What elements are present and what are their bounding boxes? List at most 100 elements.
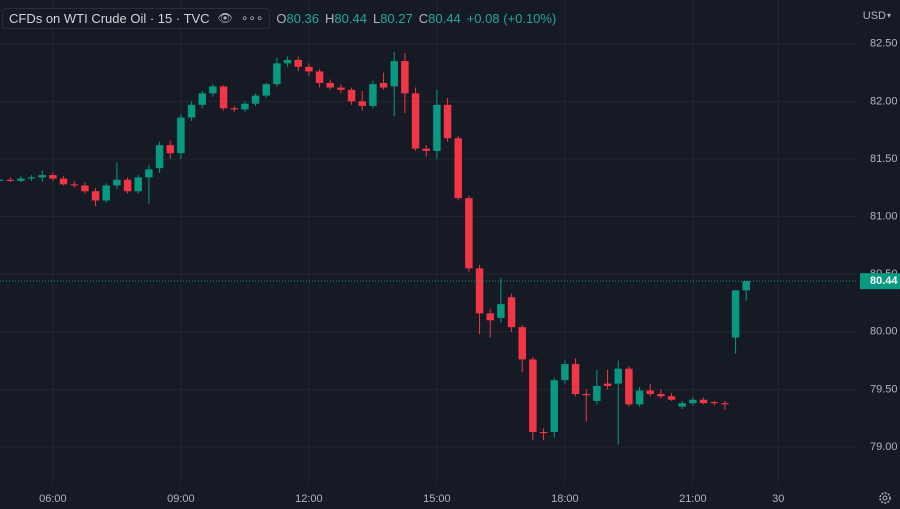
candle-body: [614, 368, 622, 384]
y-tick-label: 79.50: [870, 383, 898, 395]
x-tick-label: 09:00: [167, 493, 195, 505]
currency: USD: [863, 10, 886, 22]
candle-body: [102, 185, 110, 201]
candle-body: [667, 396, 676, 400]
candle-body: [273, 63, 281, 85]
candle-body: [699, 399, 708, 404]
candle-body: [38, 175, 46, 178]
candle-body: [27, 177, 36, 179]
legend-header: CFDs on WTI Crude Oil · 15 · TVC 👁 ∘∘∘ O…: [2, 7, 556, 29]
candle-body: [379, 82, 388, 88]
candle-body: [443, 104, 452, 139]
candle-body: [646, 390, 654, 394]
candle-body: [689, 399, 697, 404]
settings-icon[interactable]: [879, 492, 891, 504]
candle-body: [721, 403, 729, 405]
currency-caret: ▾: [887, 11, 891, 20]
candle-body: [678, 403, 686, 407]
candle-body: [262, 84, 270, 96]
candle-body: [657, 393, 665, 397]
candle-body: [230, 108, 238, 110]
candle-body: [91, 191, 100, 201]
candle-body: [294, 59, 302, 67]
candle-body: [155, 145, 164, 169]
symbol: CFDs on WTI Crude Oil · 15 · TVC: [9, 10, 210, 26]
last-price-box: [860, 273, 900, 290]
candle-body: [198, 93, 206, 105]
candle-body: [241, 103, 249, 110]
candle-body: [731, 290, 740, 338]
ohlc-label: C: [418, 10, 429, 26]
candle-body: [433, 104, 441, 151]
change: +0.08 (+0.10%): [466, 10, 557, 26]
candle-body: [529, 359, 537, 433]
candle-body: [145, 169, 153, 178]
candle-body: [582, 393, 590, 396]
y-tick-label: 82.50: [870, 38, 898, 50]
candle-body: [49, 175, 57, 179]
ohlc-value: 80.44: [428, 10, 461, 26]
last-price-label: 80.44: [870, 275, 898, 287]
y-tick-label: 79.00: [870, 441, 898, 453]
grid: [0, 0, 858, 485]
candle-body: [422, 148, 430, 151]
candle-body: [603, 383, 612, 386]
eye-icon[interactable]: 👁: [217, 11, 233, 25]
candle-body: [465, 198, 473, 269]
x-tick-label: 12:00: [295, 493, 323, 505]
candle-body: [561, 364, 569, 381]
candle-body: [571, 364, 580, 394]
candle-body: [593, 385, 601, 401]
candle-body: [59, 178, 68, 185]
y-tick-label: 80.00: [870, 326, 898, 338]
axes: 79.0079.5080.0080.5081.0081.5082.0082.50…: [0, 38, 900, 505]
symbol-box[interactable]: CFDs on WTI Crude Oil · 15 · TVC 👁 ∘∘∘: [2, 7, 271, 29]
candle-body: [166, 145, 174, 154]
more-icon[interactable]: ∘∘∘: [240, 11, 264, 25]
candle-body: [486, 313, 494, 321]
ohlc-value: 80.44: [334, 10, 367, 26]
candle-body: [17, 178, 25, 181]
candle-body: [219, 86, 228, 109]
y-tick-label: 82.00: [870, 95, 898, 107]
candle-body: [70, 184, 78, 186]
ohlc-label: L: [372, 10, 381, 26]
candle-body: [710, 402, 718, 404]
candle-body: [113, 179, 121, 186]
candle-body: [326, 82, 334, 88]
candle-body: [518, 327, 526, 360]
candle-body: [251, 95, 260, 104]
candle-body: [475, 268, 484, 314]
candle-body: [550, 380, 558, 433]
candle-body: [411, 93, 420, 149]
x-tick-label: 21:00: [679, 493, 707, 505]
x-tick-label: 15:00: [423, 493, 451, 505]
x-tick-label: 18:00: [551, 493, 579, 505]
ohlc-value: 80.36: [286, 10, 320, 26]
candle-body: [401, 61, 409, 94]
candle-body: [0, 179, 4, 181]
candle-body: [742, 281, 750, 291]
candle-body: [81, 185, 89, 192]
x-tick-label: 06:00: [39, 493, 67, 505]
candle-body: [390, 61, 398, 87]
candle-body: [209, 86, 217, 94]
candle-body: [177, 117, 185, 154]
candle-body: [123, 179, 132, 192]
candle-body: [625, 368, 633, 405]
candle-body: [454, 138, 462, 199]
candle-body: [6, 179, 14, 181]
candles: [0, 51, 750, 445]
candle-body: [283, 59, 292, 64]
y-tick-label: 81.50: [870, 153, 898, 165]
candle-body: [358, 101, 366, 106]
candle-body: [187, 104, 196, 118]
candle-body: [635, 390, 644, 405]
candle-body: [337, 87, 345, 90]
candle-body: [507, 297, 516, 328]
x-tick-label: 30: [772, 493, 784, 505]
ohlc-label: H: [325, 10, 335, 26]
candle-body: [305, 66, 313, 72]
